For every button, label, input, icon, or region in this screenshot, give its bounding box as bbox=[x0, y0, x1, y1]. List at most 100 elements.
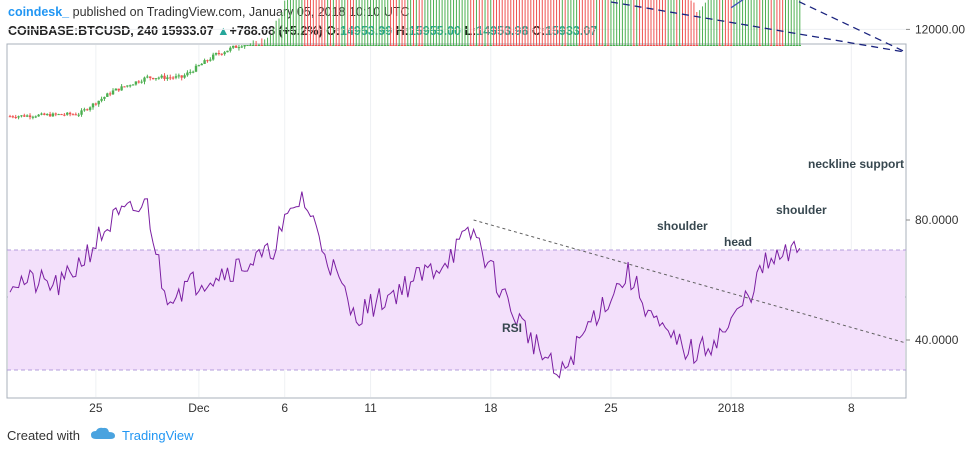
candle-body bbox=[518, 45, 521, 46]
candle-body bbox=[563, 45, 567, 46]
candle-body bbox=[523, 45, 527, 46]
candle-body bbox=[340, 45, 344, 46]
candle-body bbox=[795, 45, 799, 46]
candle-body bbox=[707, 45, 710, 46]
author-link[interactable]: coindesk_ bbox=[8, 5, 70, 19]
candle-body bbox=[120, 86, 123, 91]
candle-body bbox=[303, 45, 306, 46]
candle-body bbox=[492, 45, 495, 46]
footer: Created with TradingView bbox=[7, 427, 194, 444]
candle-body bbox=[88, 107, 92, 110]
candle-body bbox=[306, 45, 309, 46]
candle-body bbox=[664, 45, 667, 46]
candle-body bbox=[134, 81, 138, 85]
candle-body bbox=[86, 109, 89, 111]
rsi-band bbox=[8, 250, 905, 370]
candle-body bbox=[704, 45, 707, 46]
candle-body bbox=[257, 45, 261, 46]
candle-body bbox=[48, 114, 52, 117]
candle-body bbox=[160, 75, 163, 78]
candle-body bbox=[641, 45, 644, 46]
candle-body bbox=[575, 45, 578, 46]
candle-body bbox=[332, 45, 335, 46]
candle-body bbox=[724, 45, 727, 46]
candle-body bbox=[632, 45, 636, 46]
candle-body bbox=[615, 45, 618, 46]
candle-body bbox=[229, 47, 232, 51]
candle-body bbox=[440, 45, 444, 46]
candle-body bbox=[163, 75, 166, 79]
candle-body bbox=[183, 75, 186, 78]
candle-body bbox=[297, 45, 301, 46]
candle-body bbox=[123, 86, 126, 88]
candle-body bbox=[624, 45, 627, 46]
candle-body bbox=[240, 46, 243, 48]
candle-body bbox=[770, 45, 773, 46]
candle-body bbox=[555, 45, 558, 46]
candle-body bbox=[149, 76, 152, 78]
candle-body bbox=[692, 45, 696, 46]
candle-body bbox=[418, 45, 421, 46]
candle-body bbox=[323, 45, 326, 46]
candle-body bbox=[606, 45, 610, 46]
candle-body bbox=[772, 45, 776, 46]
candle-body bbox=[666, 45, 670, 46]
candle-body bbox=[727, 45, 730, 46]
x-tick-label: 8 bbox=[848, 401, 855, 415]
candle-body bbox=[23, 115, 26, 117]
candle-body bbox=[515, 45, 518, 46]
candle-body bbox=[37, 114, 40, 117]
axes-group: 12000.0014000.0016000.0018000.0020000.00… bbox=[89, 22, 965, 415]
rsi-group bbox=[7, 191, 907, 379]
candle-body bbox=[578, 45, 581, 46]
candle-body bbox=[337, 45, 341, 46]
candle-body bbox=[14, 116, 17, 118]
candle-body bbox=[589, 45, 593, 46]
candle-body bbox=[480, 45, 484, 46]
candle-body bbox=[549, 45, 553, 46]
candle-body bbox=[317, 45, 321, 46]
candle-body bbox=[735, 45, 739, 46]
candle-body bbox=[191, 71, 195, 73]
candle-body bbox=[767, 45, 770, 46]
candle-body bbox=[151, 77, 155, 80]
tradingview-link[interactable]: TradingView bbox=[121, 428, 194, 443]
candle-body bbox=[621, 45, 624, 46]
candle-body bbox=[223, 52, 226, 55]
candle-body bbox=[234, 45, 238, 48]
rsi-label: RSI bbox=[502, 321, 522, 335]
candle-body bbox=[618, 45, 621, 46]
candle-body bbox=[360, 45, 364, 46]
candle-body bbox=[583, 45, 587, 46]
candle-body bbox=[586, 45, 590, 46]
tradingview-cloud-icon[interactable] bbox=[90, 427, 116, 444]
candle-body bbox=[412, 45, 415, 46]
candle-body bbox=[154, 78, 158, 80]
candle-body bbox=[695, 45, 698, 46]
candle-body bbox=[63, 114, 66, 116]
candle-body bbox=[286, 45, 289, 46]
candle-body bbox=[715, 45, 719, 46]
candle-body bbox=[180, 75, 183, 78]
candle-body bbox=[357, 45, 361, 46]
candle-body bbox=[31, 116, 35, 118]
descending-trendline-lower bbox=[610, 1, 907, 53]
up-arrow-icon: ▲ bbox=[217, 24, 230, 38]
candle-body bbox=[755, 45, 759, 46]
candle-body bbox=[11, 116, 15, 118]
overlay-group: neckline support shoulder head shoulder RSI bbox=[502, 0, 907, 335]
candle-body bbox=[169, 77, 172, 79]
candle-body bbox=[46, 114, 49, 116]
candle-body bbox=[352, 45, 355, 46]
candle-body bbox=[346, 45, 349, 46]
candle-body bbox=[501, 45, 504, 46]
candle-body bbox=[601, 45, 604, 46]
candle-body bbox=[738, 45, 741, 46]
candle-body bbox=[200, 63, 203, 66]
candle-body bbox=[475, 45, 478, 46]
candle-body bbox=[294, 45, 298, 46]
candle-body bbox=[126, 85, 129, 87]
x-tick-label: Dec bbox=[188, 401, 209, 415]
candle-body bbox=[638, 45, 641, 46]
